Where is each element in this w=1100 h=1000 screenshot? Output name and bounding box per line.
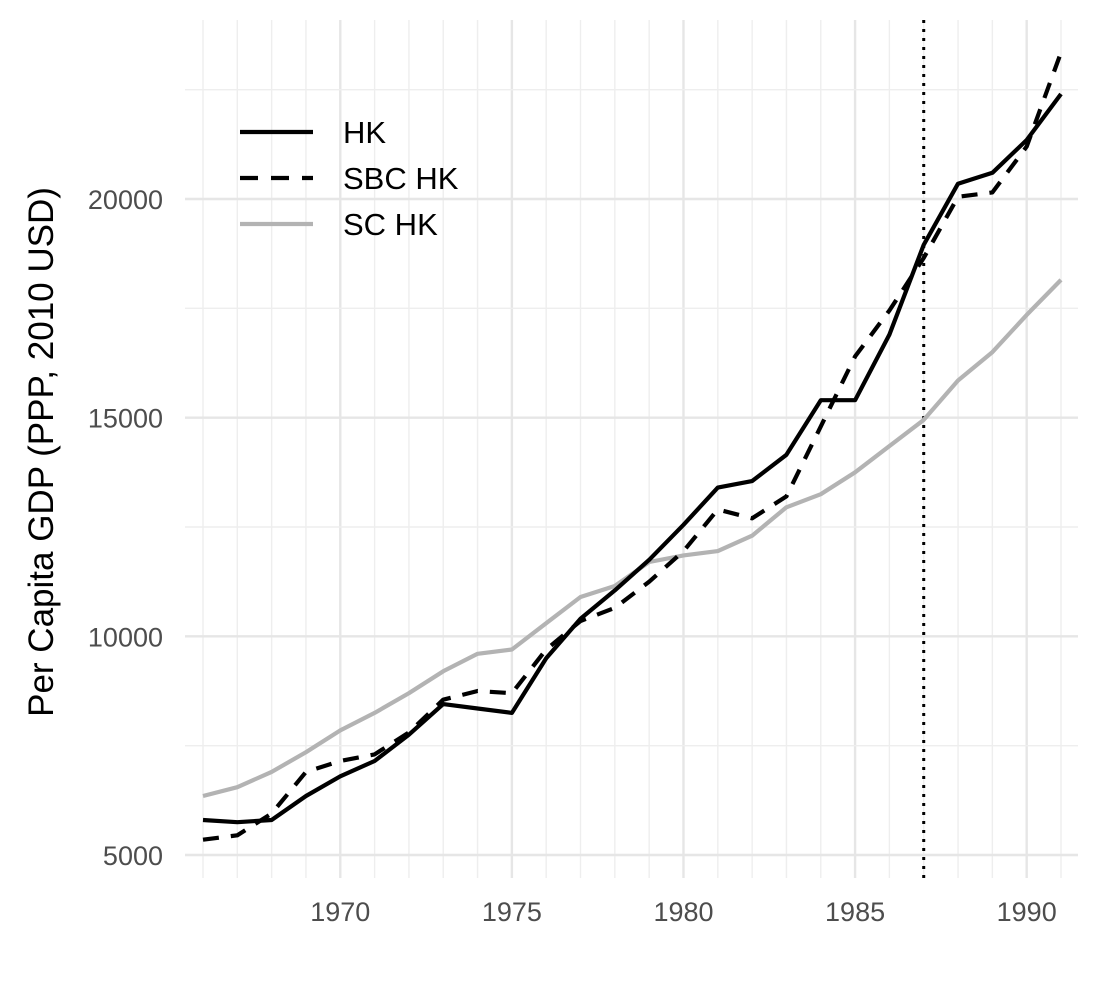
y-tick-label: 20000 xyxy=(88,185,163,215)
y-axis-title: Per Capita GDP (PPP, 2010 USD) xyxy=(22,187,61,717)
x-tick-label: 1990 xyxy=(997,897,1057,927)
series-line-hk xyxy=(202,92,1063,825)
y-tick-label: 10000 xyxy=(88,622,163,652)
y-tick-label: 15000 xyxy=(88,404,163,434)
legend-label: SBC HK xyxy=(343,161,459,196)
series-lines xyxy=(202,51,1063,842)
legend-label: HK xyxy=(343,115,386,150)
x-tick-label: 1980 xyxy=(653,897,713,927)
series-line-sbc-hk xyxy=(202,51,1063,842)
x-tick-label: 1975 xyxy=(482,897,542,927)
x-tick-label: 1970 xyxy=(310,897,370,927)
x-tick-label: 1985 xyxy=(825,897,885,927)
y-tick-label: 5000 xyxy=(103,841,163,871)
series-line-sc-hk xyxy=(202,278,1063,799)
legend: HK SBC HK SC HK xyxy=(240,115,459,242)
legend-label: SC HK xyxy=(343,207,438,242)
grid xyxy=(185,20,1078,878)
axis-ticks: 1970 1975 1980 1985 1990 5000 10000 15000 20000 xyxy=(88,185,1057,927)
